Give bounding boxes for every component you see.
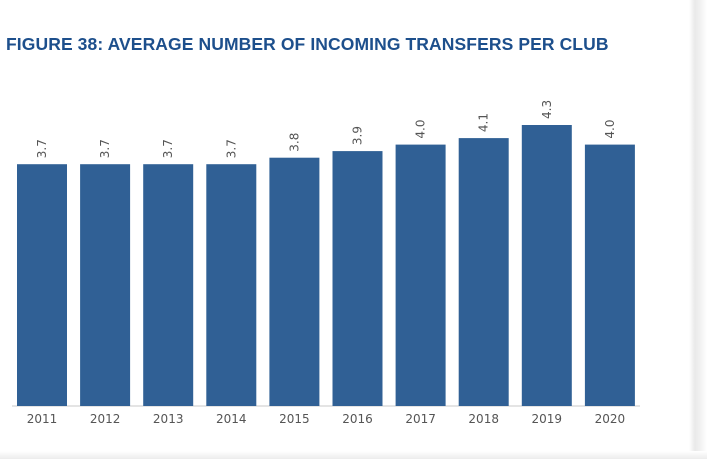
bar-2015 (269, 157, 320, 406)
value-labels-group: 3.7 3.7 3.7 3.7 3.8 3.9 4.0 4.1 4.3 4.0 (35, 100, 617, 158)
bar-2020 (584, 144, 635, 406)
bar-2012 (80, 164, 131, 406)
value-label-2018: 4.1 (477, 113, 491, 132)
bar-2018 (458, 138, 509, 406)
bar-2016 (332, 151, 383, 406)
value-label-2015: 3.8 (287, 133, 301, 152)
bar-2014 (206, 164, 257, 406)
x-tick-label-2017: 2017 (405, 412, 436, 426)
chart-title: FIGURE 38: AVERAGE NUMBER OF INCOMING TR… (6, 34, 609, 54)
x-tick-label-2016: 2016 (342, 412, 373, 426)
value-label-2012: 3.7 (98, 139, 112, 158)
x-tick-label-2011: 2011 (27, 412, 58, 426)
x-tick-label-2012: 2012 (90, 412, 121, 426)
value-label-2019: 4.3 (540, 100, 554, 119)
bars-group (17, 125, 635, 406)
bar-2011 (17, 164, 67, 406)
bar-2019 (521, 125, 572, 406)
x-tick-label-2018: 2018 (468, 412, 499, 426)
value-label-2016: 3.9 (351, 126, 365, 145)
x-tick-label-2015: 2015 (279, 412, 310, 426)
x-tick-label-2013: 2013 (153, 412, 184, 426)
value-label-2014: 3.7 (224, 139, 238, 158)
bar-2017 (395, 144, 446, 406)
page-edge-shadow (689, 0, 707, 459)
x-tick-label-2020: 2020 (595, 412, 626, 426)
x-tick-label-2019: 2019 (532, 412, 563, 426)
bar-2013 (143, 164, 194, 406)
value-label-2020: 4.0 (603, 120, 617, 139)
tick-labels-group: 2011 2012 2013 2014 2015 2016 2017 2018 2019 2020 (27, 412, 625, 426)
page-bottom-shadow (0, 451, 707, 459)
value-label-2011: 3.7 (35, 139, 49, 158)
value-label-2017: 4.0 (414, 120, 428, 139)
value-label-2013: 3.7 (161, 139, 175, 158)
x-tick-label-2014: 2014 (216, 412, 247, 426)
